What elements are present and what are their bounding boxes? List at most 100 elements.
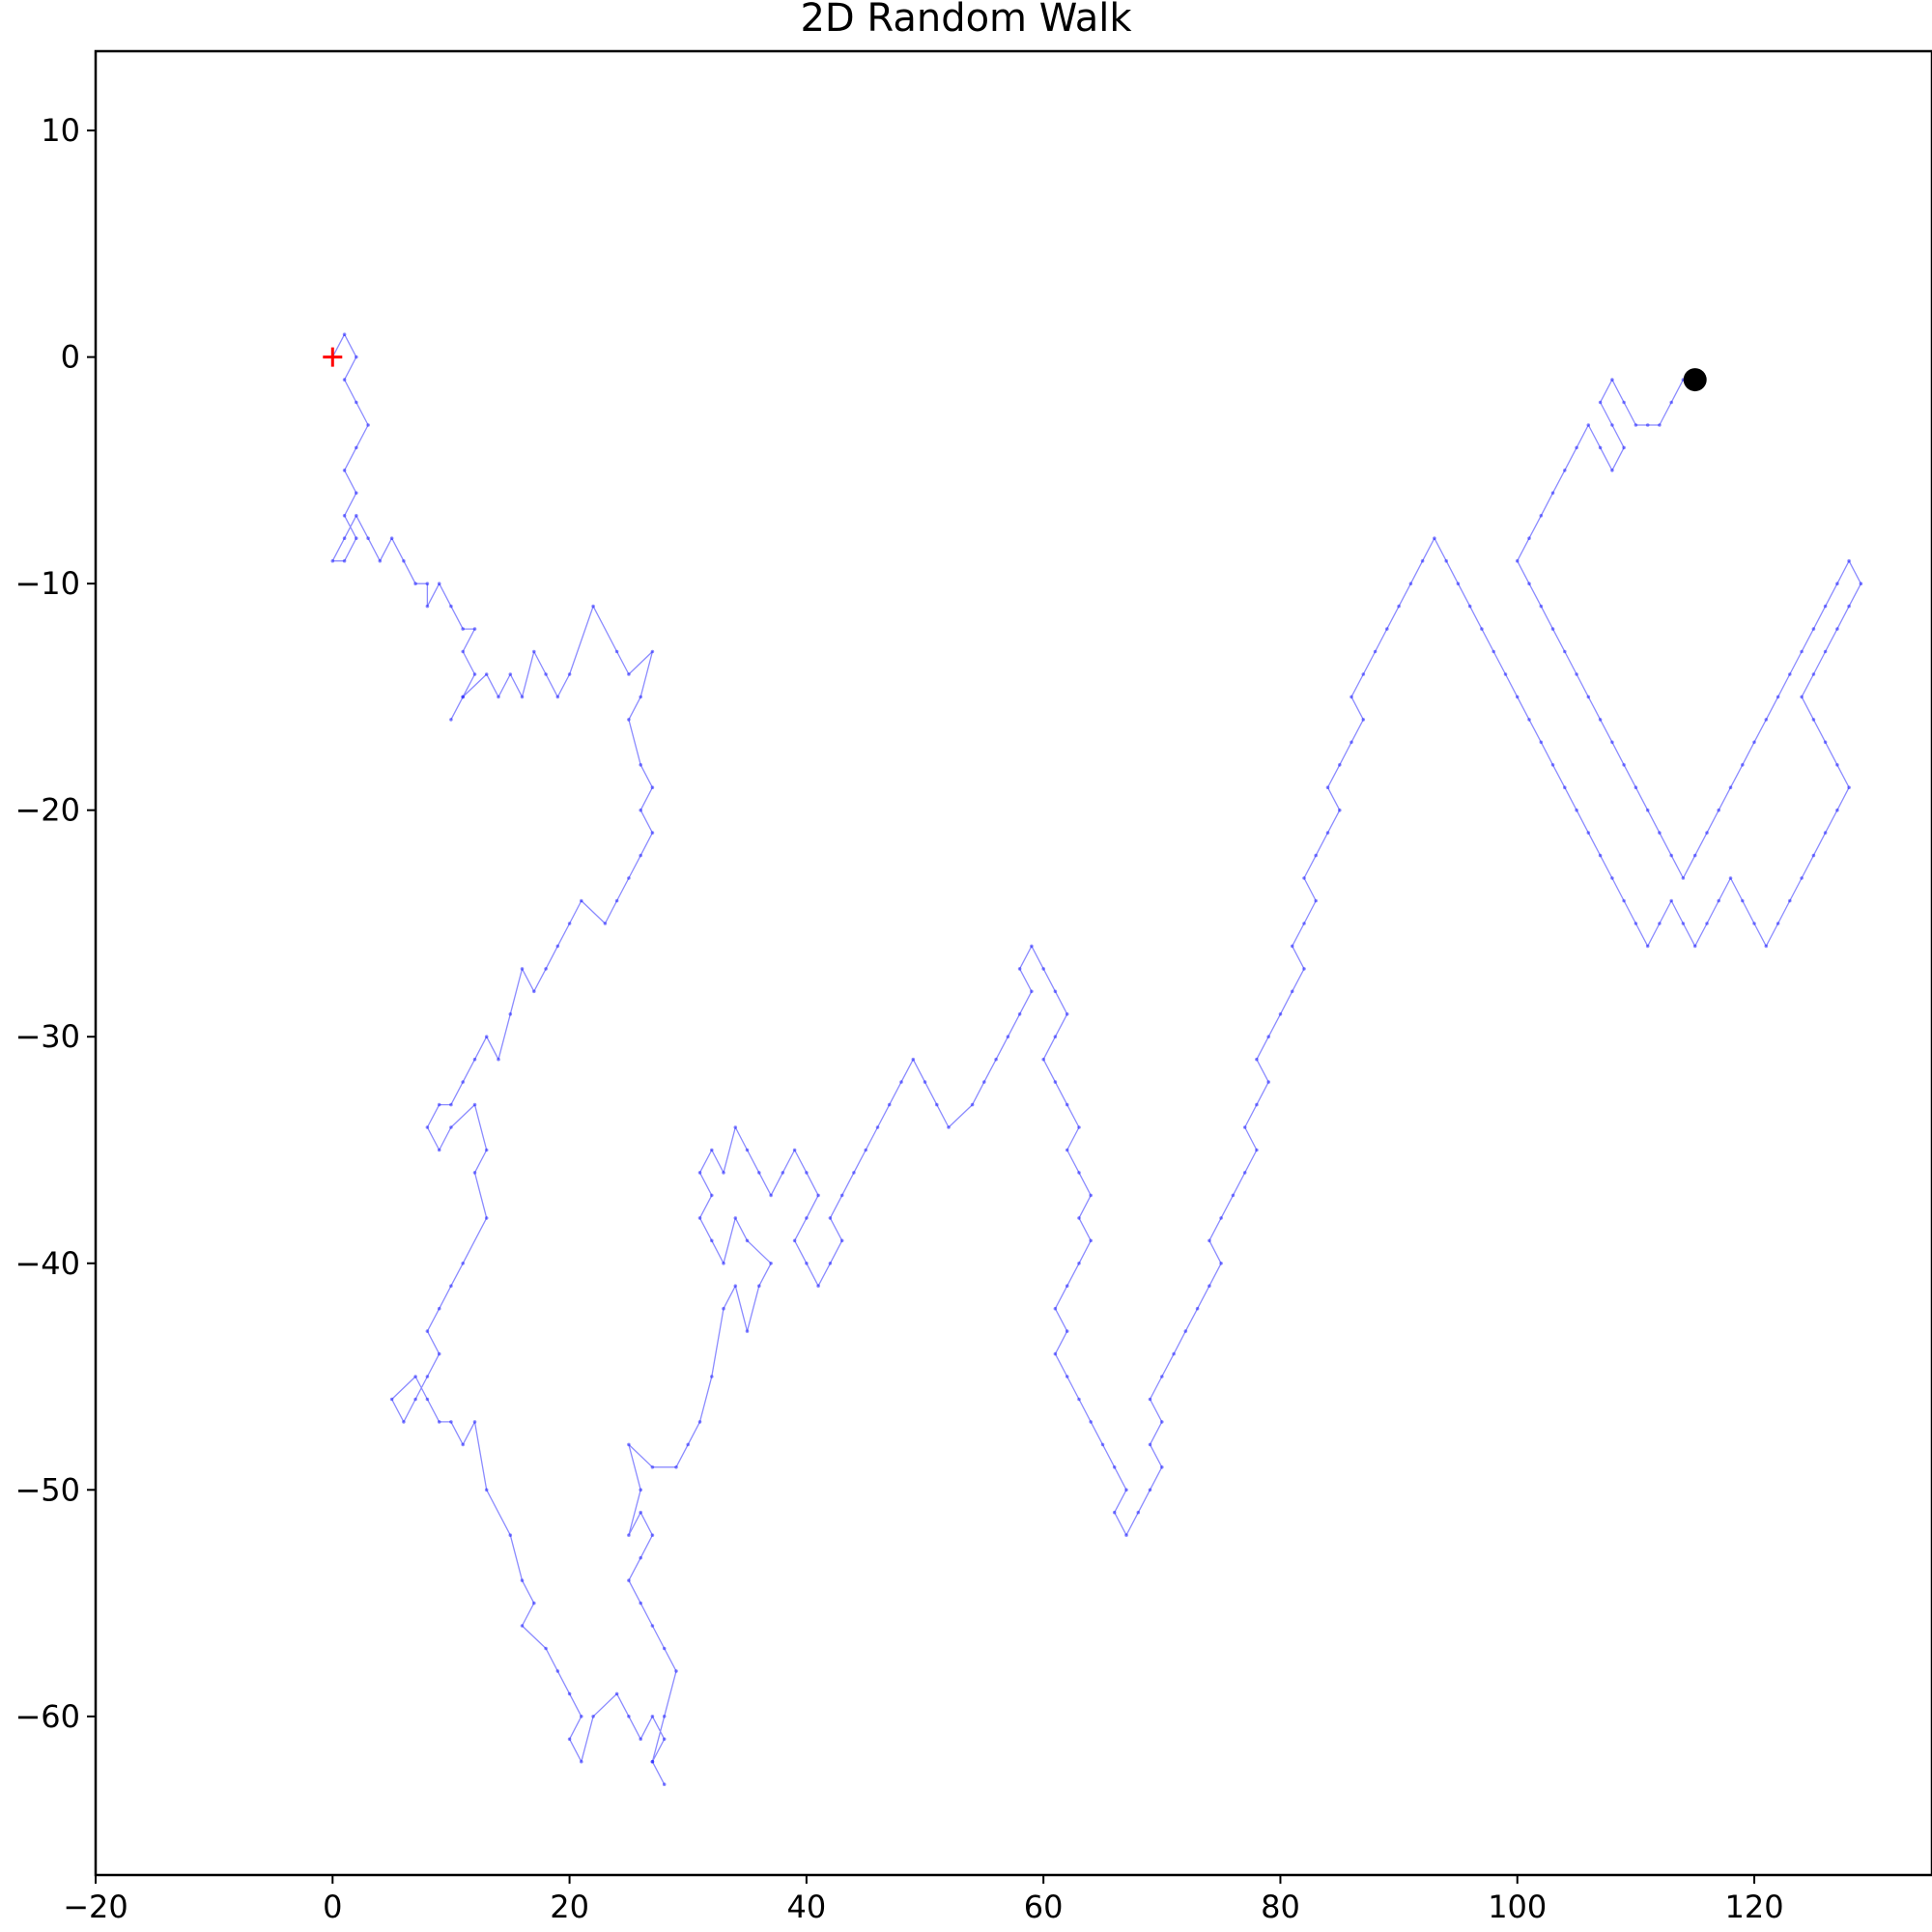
walk-point <box>532 1601 536 1605</box>
walk-point <box>355 400 358 405</box>
walk-point <box>497 1057 500 1062</box>
walk-point <box>1053 989 1058 994</box>
walk-point <box>1231 1193 1236 1198</box>
walk-point <box>864 1148 867 1152</box>
walk-point <box>1563 469 1567 472</box>
walk-point <box>413 582 417 585</box>
walk-point <box>1408 582 1413 585</box>
walk-point <box>1717 808 1720 812</box>
walk-point <box>425 604 430 609</box>
walk-point <box>437 1148 441 1152</box>
walk-point <box>1255 1102 1259 1107</box>
walk-point <box>1302 922 1306 925</box>
walk-point <box>1053 1035 1058 1038</box>
walk-point <box>520 695 525 699</box>
walk-point <box>1835 763 1839 767</box>
walk-point <box>1527 718 1531 722</box>
walk-point <box>710 1148 714 1152</box>
walk-point <box>1397 604 1401 609</box>
y-axis: 10 0 −10 −20 −30 −40 −50 −60 <box>14 112 96 1735</box>
walk-point <box>697 1216 702 1220</box>
walk-point <box>1456 582 1461 585</box>
walk-point <box>461 1080 466 1084</box>
walk-point <box>769 1262 773 1265</box>
walk-point <box>1764 944 1769 949</box>
walk-point <box>1610 876 1614 880</box>
walk-point <box>1622 898 1626 903</box>
walk-point <box>1598 445 1603 450</box>
walk-point <box>1017 1012 1022 1016</box>
walk-point <box>449 718 453 722</box>
walk-point <box>1823 649 1828 654</box>
walk-point <box>805 1262 809 1265</box>
walk-point <box>674 1465 678 1469</box>
walk-point <box>1030 944 1034 949</box>
walk-point <box>614 1691 619 1696</box>
walk-point <box>1290 944 1294 949</box>
walk-point <box>1575 672 1578 676</box>
walk-point <box>1669 853 1673 858</box>
walk-point <box>520 1578 525 1582</box>
walk-point <box>472 627 477 631</box>
walk-point <box>425 1125 430 1129</box>
walk-point <box>1136 1510 1141 1515</box>
walk-point <box>1112 1510 1117 1515</box>
walk-point <box>1183 1329 1188 1333</box>
walk-point <box>828 1216 833 1220</box>
walk-point <box>1006 1035 1010 1038</box>
walk-point <box>650 831 655 835</box>
walk-point <box>1053 1306 1058 1311</box>
walk-point <box>1266 1080 1270 1084</box>
walk-point <box>1681 922 1686 925</box>
walk-point <box>1325 785 1330 789</box>
walk-point <box>1290 989 1294 994</box>
plot-area <box>323 332 1863 1786</box>
x-tick-label: 80 <box>1261 1889 1300 1925</box>
walk-point <box>1503 672 1508 676</box>
walk-point <box>1610 740 1614 745</box>
walk-point <box>544 672 548 676</box>
walk-point <box>639 1555 642 1560</box>
walk-point <box>805 1171 809 1175</box>
walk-point <box>1361 718 1366 722</box>
walk-point <box>614 898 619 903</box>
walk-point <box>449 1102 453 1107</box>
walk-point <box>580 898 583 903</box>
walk-point <box>330 558 335 563</box>
walk-point <box>1717 898 1720 903</box>
walk-point <box>1728 785 1733 789</box>
walk-point <box>1598 853 1603 858</box>
x-axis: −20 0 20 40 60 80 100 120 <box>63 1875 1784 1925</box>
walk-point <box>1242 1171 1247 1175</box>
walk-point <box>1065 1284 1069 1288</box>
walk-point <box>1302 876 1306 880</box>
walk-point <box>1645 944 1650 949</box>
walk-point <box>567 672 572 676</box>
walk-point <box>1598 718 1603 722</box>
walk-point <box>1705 922 1709 925</box>
walk-point <box>1539 740 1544 745</box>
walk-point <box>461 1262 466 1265</box>
walk-point <box>1539 514 1544 518</box>
walk-point <box>1800 876 1804 880</box>
walk-point <box>650 1533 655 1537</box>
walk-point <box>1634 785 1638 789</box>
walk-point <box>402 1420 406 1424</box>
y-tick-label: −20 <box>14 792 80 829</box>
walk-point <box>567 1737 572 1742</box>
walk-point <box>627 1715 631 1719</box>
walk-point <box>1752 922 1756 925</box>
walk-point <box>1030 989 1034 994</box>
walk-point <box>355 514 358 518</box>
walk-point <box>1065 1375 1069 1378</box>
walk-point <box>757 1171 761 1175</box>
walk-point <box>1077 1171 1081 1175</box>
y-tick-label: 0 <box>61 339 80 376</box>
walk-point <box>1053 1080 1058 1084</box>
walk-point <box>1433 536 1436 540</box>
walk-point <box>413 1397 417 1402</box>
walk-point <box>1255 1057 1259 1062</box>
walk-point <box>614 649 619 654</box>
walk-point <box>555 695 560 699</box>
walk-point <box>745 1148 750 1152</box>
